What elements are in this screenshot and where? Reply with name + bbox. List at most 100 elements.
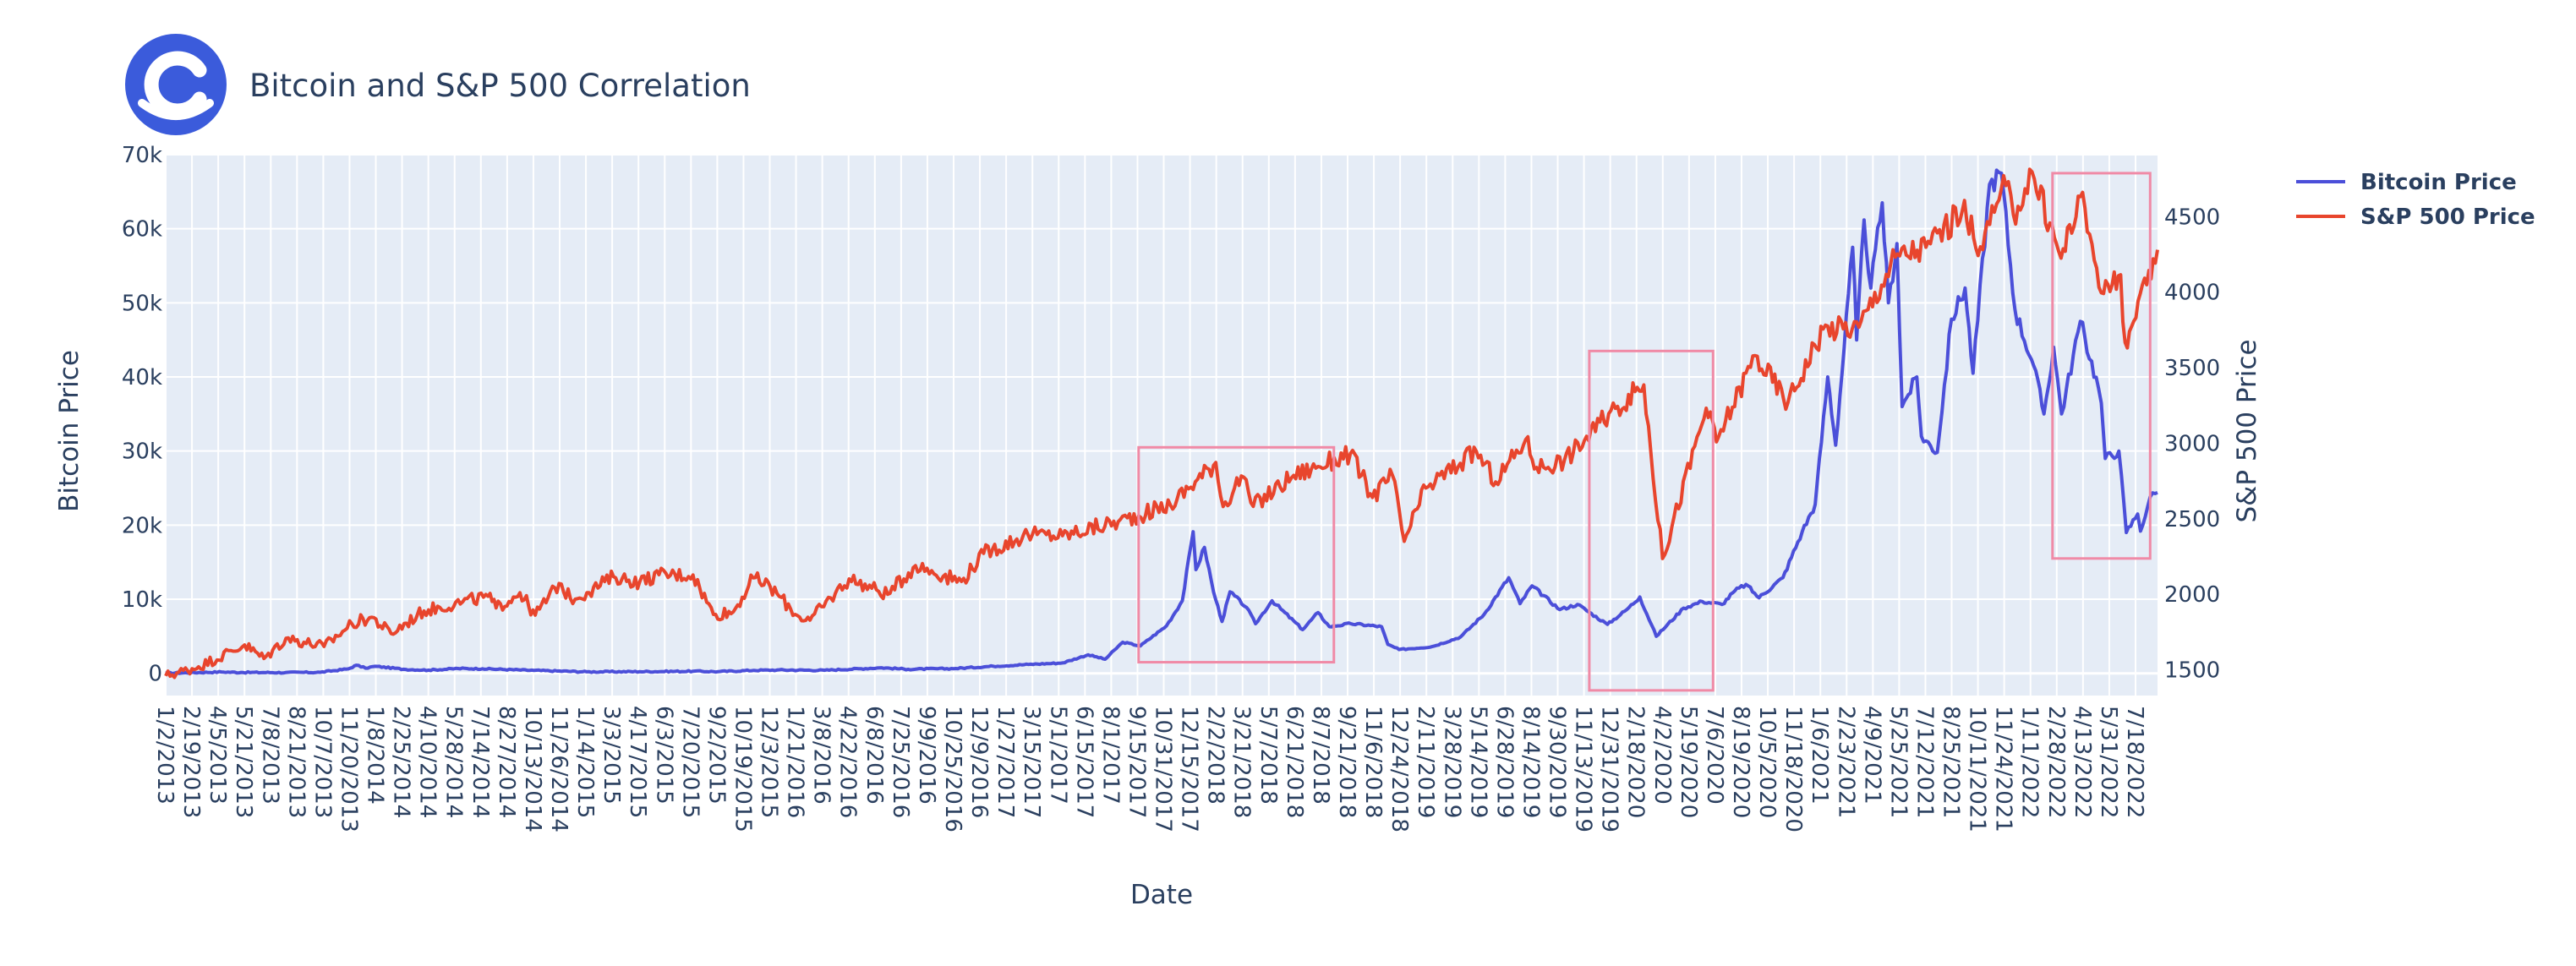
y-tick-label: 60k bbox=[122, 217, 162, 243]
x-grid bbox=[165, 155, 2136, 696]
x-tick-label: 4/2/2020 bbox=[1649, 706, 1675, 805]
x-tick-label: 5/7/2018 bbox=[1255, 706, 1281, 805]
x-tick-label: 4/22/2016 bbox=[835, 706, 861, 818]
x-tick-label: 11/6/2018 bbox=[1360, 706, 1386, 818]
annotation-boxes bbox=[1137, 172, 2152, 692]
series-line-bitcoin bbox=[165, 168, 2158, 676]
logo bbox=[125, 34, 227, 135]
x-tick-label: 6/8/2016 bbox=[861, 706, 887, 805]
y-tick-label: 50k bbox=[122, 291, 162, 316]
x-tick-label: 4/13/2022 bbox=[2070, 706, 2095, 818]
x-tick-label: 5/31/2022 bbox=[2096, 706, 2121, 818]
x-tick-label: 9/30/2019 bbox=[1545, 706, 1570, 818]
series-line-sp500 bbox=[164, 167, 2159, 679]
x-tick-label: 3/28/2019 bbox=[1439, 706, 1464, 818]
x-tick-label: 4/10/2014 bbox=[415, 706, 440, 818]
x-tick-label: 5/14/2019 bbox=[1465, 706, 1490, 818]
x-tick-label: 2/28/2022 bbox=[2043, 706, 2069, 818]
x-tick-label: 2/11/2019 bbox=[1413, 706, 1438, 818]
y2-tick-label: 2500 bbox=[2164, 507, 2220, 532]
logo-smile-mark bbox=[138, 99, 214, 120]
x-tick-label: 6/3/2015 bbox=[651, 706, 676, 805]
x-tick-label: 1/2/2013 bbox=[152, 706, 178, 805]
legend-label-bitcoin: Bitcoin Price bbox=[2360, 170, 2517, 195]
y2-axis-title: S&P 500 Price bbox=[2232, 339, 2262, 522]
y-tick-label: 30k bbox=[122, 439, 162, 465]
x-tick-label: 11/24/2021 bbox=[1991, 706, 2016, 832]
x-tick-label: 1/21/2016 bbox=[783, 706, 808, 818]
y-tick-label: 20k bbox=[122, 513, 162, 538]
y-ticks: 0 10k 20k 30k 40k 50k 60k 70k bbox=[122, 143, 162, 687]
x-tick-label: 12/24/2018 bbox=[1386, 706, 1412, 832]
x-tick-label: 8/19/2020 bbox=[1728, 706, 1753, 818]
x-tick-label: 11/26/2014 bbox=[546, 706, 572, 832]
series-layer bbox=[164, 167, 2159, 679]
x-tick-label: 10/19/2015 bbox=[730, 706, 755, 832]
x-tick-label: 9/9/2016 bbox=[914, 706, 939, 805]
x-tick-label: 1/11/2022 bbox=[2017, 706, 2043, 818]
x-tick-label: 10/11/2021 bbox=[1965, 706, 1990, 832]
x-tick-label: 10/5/2020 bbox=[1754, 706, 1780, 818]
y-axis-title: Bitcoin Price bbox=[54, 350, 85, 512]
x-tick-label: 12/3/2015 bbox=[757, 706, 782, 818]
x-ticks: 1/2/2013 2/19/2013 4/5/2013 5/21/2013 7/8/20… bbox=[152, 706, 2147, 832]
x-tick-label: 6/21/2018 bbox=[1282, 706, 1307, 818]
y2-tick-label: 4000 bbox=[2164, 281, 2220, 306]
x-tick-label: 10/7/2013 bbox=[309, 706, 335, 818]
y-tick-label: 40k bbox=[122, 365, 162, 390]
x-tick-label: 5/28/2014 bbox=[441, 706, 467, 818]
x-tick-label: 9/21/2018 bbox=[1334, 706, 1359, 818]
x-tick-label: 3/15/2017 bbox=[1019, 706, 1044, 818]
highlight-box-1 bbox=[1137, 445, 1336, 664]
x-tick-label: 10/13/2014 bbox=[520, 706, 545, 832]
x-tick-label: 12/15/2017 bbox=[1177, 706, 1202, 832]
x-tick-label: 5/25/2021 bbox=[1885, 706, 1911, 818]
y-tick-label: 0 bbox=[148, 662, 162, 687]
x-tick-label: 4/17/2015 bbox=[625, 706, 650, 818]
y-tick-label: 10k bbox=[122, 587, 162, 613]
x-tick-label: 4/5/2013 bbox=[205, 706, 230, 805]
y2-ticks: 1500 2000 2500 3000 3500 4000 4500 bbox=[2164, 205, 2220, 683]
y2-tick-label: 2000 bbox=[2164, 582, 2220, 608]
x-tick-label: 4/9/2021 bbox=[1859, 706, 1884, 805]
y2-tick-label: 3500 bbox=[2164, 356, 2220, 381]
x-tick-label: 2/2/2018 bbox=[1203, 706, 1228, 805]
x-tick-label: 7/20/2015 bbox=[677, 706, 703, 818]
y2-tick-label: 1500 bbox=[2164, 658, 2220, 684]
legend-label-sp500: S&P 500 Price bbox=[2360, 205, 2535, 230]
x-tick-label: 1/8/2014 bbox=[363, 706, 388, 805]
highlight-box-3 bbox=[2051, 172, 2152, 560]
logo-c-mark bbox=[144, 51, 207, 118]
x-tick-label: 12/9/2016 bbox=[966, 706, 992, 818]
x-tick-label: 12/31/2019 bbox=[1597, 706, 1622, 832]
x-tick-label: 5/1/2017 bbox=[1045, 706, 1070, 805]
y2-tick-label: 3000 bbox=[2164, 431, 2220, 456]
x-tick-label: 7/6/2020 bbox=[1702, 706, 1727, 805]
legend-item-sp500[interactable]: S&P 500 Price bbox=[2296, 205, 2535, 230]
x-tick-label: 1/14/2015 bbox=[572, 706, 598, 818]
legend-item-bitcoin[interactable]: Bitcoin Price bbox=[2296, 170, 2517, 195]
x-tick-label: 8/21/2013 bbox=[283, 706, 309, 818]
y-grid bbox=[166, 154, 2158, 675]
x-tick-label: 7/14/2014 bbox=[468, 706, 493, 818]
x-tick-label: 3/8/2016 bbox=[809, 706, 834, 805]
chart-title: Bitcoin and S&P 500 Correlation bbox=[249, 68, 751, 104]
x-tick-label: 5/21/2013 bbox=[231, 706, 256, 818]
y-tick-label: 70k bbox=[122, 143, 162, 168]
legend: Bitcoin Price S&P 500 Price bbox=[2296, 170, 2535, 230]
x-tick-label: 6/15/2017 bbox=[1071, 706, 1097, 818]
x-tick-label: 8/1/2017 bbox=[1097, 706, 1123, 805]
x-tick-label: 7/25/2016 bbox=[888, 706, 913, 818]
x-tick-label: 10/25/2016 bbox=[940, 706, 965, 832]
x-tick-label: 2/19/2013 bbox=[178, 706, 204, 818]
y2-tick-label: 4500 bbox=[2164, 205, 2220, 230]
x-tick-label: 11/13/2019 bbox=[1571, 706, 1596, 832]
x-tick-label: 3/21/2018 bbox=[1229, 706, 1255, 818]
x-tick-label: 9/15/2017 bbox=[1124, 706, 1149, 818]
x-tick-label: 8/7/2018 bbox=[1308, 706, 1333, 805]
x-tick-label: 7/8/2013 bbox=[257, 706, 282, 805]
x-tick-label: 5/19/2020 bbox=[1676, 706, 1701, 818]
x-tick-label: 1/6/2021 bbox=[1807, 706, 1832, 805]
x-tick-label: 7/12/2021 bbox=[1911, 706, 1937, 818]
